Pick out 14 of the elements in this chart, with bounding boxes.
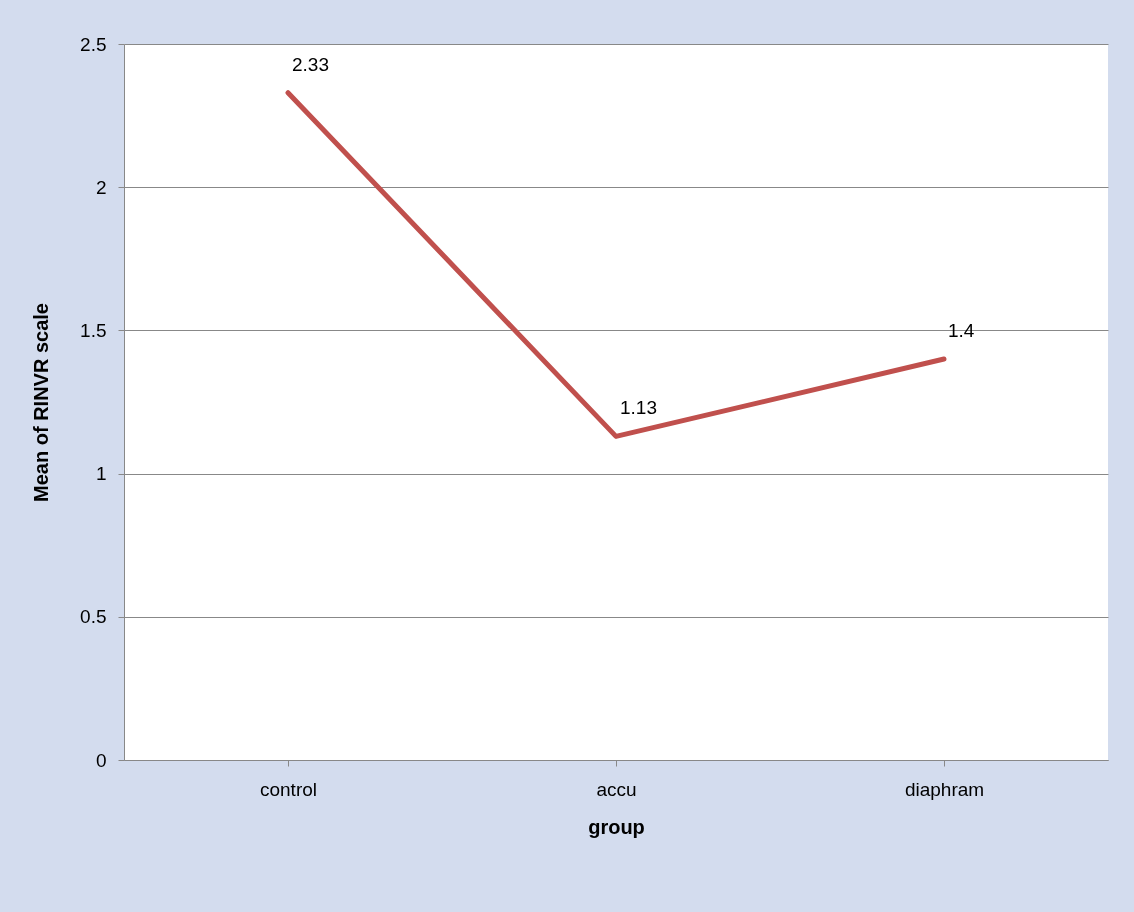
- y-tick-label: 2: [95, 176, 107, 198]
- data-label: 2.33: [292, 53, 329, 75]
- x-tick-label: diaphram: [904, 778, 985, 800]
- y-tick-label: 1: [95, 463, 107, 485]
- x-axis-title: group: [588, 815, 645, 838]
- y-tick-label: 2.5: [80, 33, 107, 55]
- y-axis-title: Mean of RINVR scale: [30, 303, 53, 502]
- y-tick-label: 1.5: [80, 319, 107, 341]
- y-tick-label: 0: [95, 749, 107, 771]
- x-tick-label: control: [259, 778, 318, 800]
- x-tick-label: accu: [596, 778, 637, 800]
- data-label: 1.4: [948, 320, 975, 342]
- y-tick-label: 0.5: [80, 606, 107, 628]
- data-label: 1.13: [620, 397, 657, 419]
